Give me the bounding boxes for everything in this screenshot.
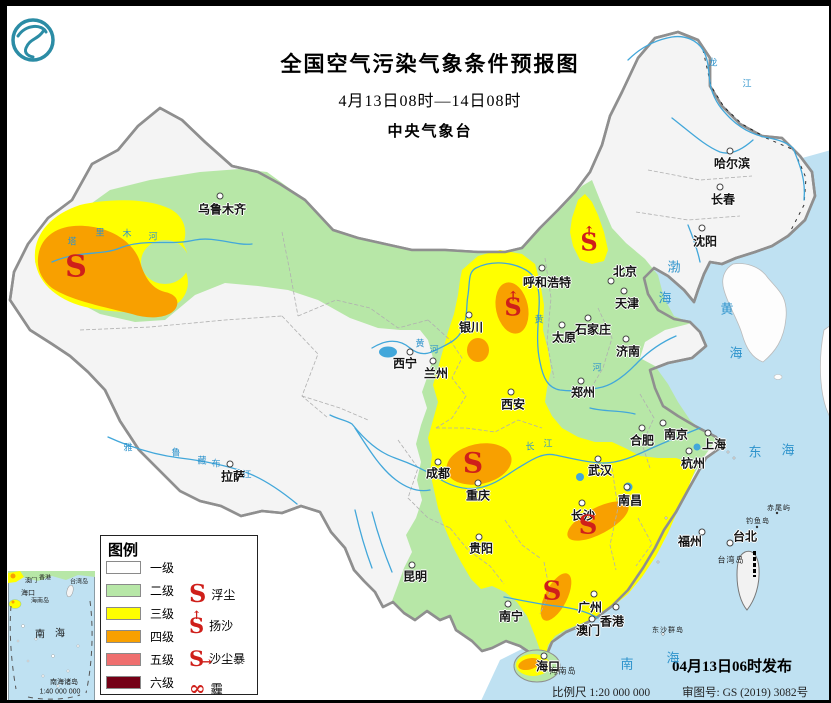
shachenbao-symbol-icon: S → — [189, 646, 212, 671]
forecast-period: 4月13日08时—14日08时 — [338, 93, 522, 110]
legend-level-label: 二级 — [150, 584, 175, 598]
legend-level-row: 五级 — [106, 651, 174, 668]
frame-border-right — [829, 0, 831, 703]
legend-symbol-row: S 浮尘 — [189, 582, 235, 606]
level4-hunan — [567, 501, 629, 541]
agency-name: 中央气象台 — [387, 123, 473, 140]
legend-level-row: 四级 — [106, 628, 174, 645]
frame-border-top — [0, 0, 831, 6]
level3-north-beijing — [570, 194, 608, 264]
inset-orange-patch — [10, 573, 16, 579]
legend-symbol-label: 沙尘暴 — [209, 652, 246, 666]
inset-islands — [16, 624, 80, 693]
korea-peninsula — [722, 263, 787, 363]
level4-sichuan — [446, 443, 512, 485]
legend-level-row: 一级 — [106, 559, 174, 576]
legend-symbol-row: ∞ 霾 — [189, 678, 223, 698]
legend-symbol-label: 霾 — [210, 681, 223, 696]
legend-color-swatch — [106, 630, 141, 643]
province-boundaries — [79, 169, 753, 615]
map-scale: 比例尺 1:20 000 000 — [552, 687, 651, 699]
legend-symbol-label: 浮尘 — [211, 587, 236, 602]
border-dashes — [702, 49, 807, 233]
south-china-sea-inset — [8, 571, 95, 701]
level4-guangdong — [540, 573, 572, 621]
level4-yinchuan — [467, 338, 489, 362]
legend-level-row: 六级 — [106, 674, 174, 691]
legend-level-label: 五级 — [150, 653, 175, 667]
hainan-island — [513, 649, 561, 683]
legend-symbol-row: S ↑ 扬沙 — [189, 608, 234, 638]
inset-taiwan — [66, 584, 74, 598]
level3-central — [428, 250, 695, 655]
cma-logo — [11, 18, 55, 62]
legend-level-row: 三级 — [106, 605, 174, 622]
legend-level-label: 六级 — [150, 676, 175, 690]
legend-title: 图例 — [108, 543, 139, 559]
issue-time: 04月13日06时发布 — [672, 659, 793, 675]
china-outline — [8, 30, 817, 664]
legend-color-swatch — [106, 607, 141, 620]
legend-color-swatch — [106, 584, 141, 597]
legend-level-label: 一级 — [150, 561, 175, 575]
mai-symbol-icon: ∞ — [189, 676, 206, 700]
legend-level-label: 四级 — [150, 630, 175, 644]
inset-coast — [8, 571, 95, 583]
level4-ordos — [495, 282, 529, 334]
legend-symbol-label: 扬沙 — [209, 619, 234, 633]
jeju-island — [773, 374, 783, 380]
legend-color-swatch — [106, 561, 141, 574]
coastal-islets — [656, 450, 779, 636]
legend-box: 图例 一级 二级 三级 四级 五级 六级 S 浮尘 S ↑ 扬沙 S → 沙尘暴 ∞ 霾 — [100, 535, 258, 698]
legend-color-swatch — [106, 676, 141, 689]
title-block: 全国空气污染气象条件预报图 4月13日08时—14日08时 中央气象台 — [237, 48, 623, 141]
level2-tongue — [141, 240, 189, 284]
page-title: 全国空气污染气象条件预报图 — [280, 52, 580, 76]
inset-dash-line — [9, 600, 93, 700]
rivers — [51, 35, 806, 619]
level4-tarim — [37, 225, 178, 318]
legend-color-swatch — [106, 653, 141, 666]
fuchen-symbol-icon: S — [189, 579, 207, 608]
legend-level-row: 二级 — [106, 582, 174, 599]
legend-symbol-row: S → 沙尘暴 — [189, 648, 245, 669]
yangsha-symbol-icon: S ↑ — [189, 608, 205, 638]
legend-level-label: 三级 — [150, 607, 175, 621]
approval-number: 审图号: GS (2019) 3082号 — [682, 687, 809, 699]
frame-border-left — [0, 0, 7, 703]
frame-border-bottom — [0, 700, 831, 703]
